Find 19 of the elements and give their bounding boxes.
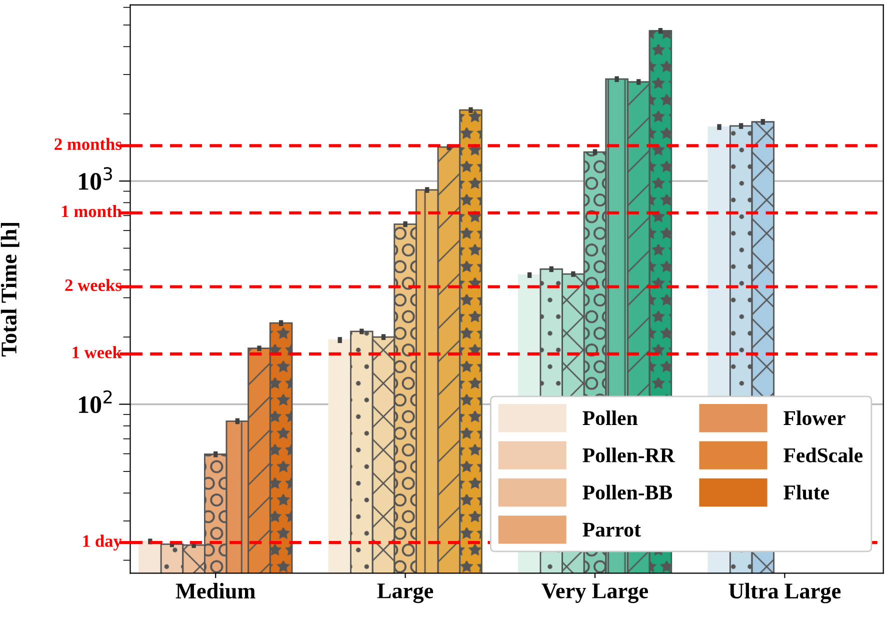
legend-label: Flower (784, 410, 846, 426)
ref-line-label: 2 weeks (65, 278, 122, 292)
legend-label: FedScale (784, 448, 863, 462)
legend-label: Pollen-RR (582, 448, 676, 462)
x-tick-label: Large (377, 584, 434, 604)
ref-line-label: 1 week (72, 346, 122, 358)
ref-line-label: 1 month (62, 205, 122, 218)
x-tick-label: Ultra Large (728, 582, 841, 604)
x-tick-label: Very Large (542, 584, 648, 604)
legend-label: Pollen-BB (582, 484, 672, 500)
x-tick-label: Medium (176, 582, 256, 599)
ref-line-label: 1 day (83, 534, 122, 550)
legend-label: Parrot (582, 522, 641, 537)
y-tick-label: 10$^{2}$ (79, 390, 112, 414)
legend-label: Flute (784, 484, 829, 500)
ref-line-label: 2 months (54, 138, 122, 150)
legend-label: Pollen (582, 410, 638, 426)
y-axis-title: Total Time [h] (0, 222, 20, 356)
y-tick-label: 10$^{3}$ (79, 167, 112, 190)
